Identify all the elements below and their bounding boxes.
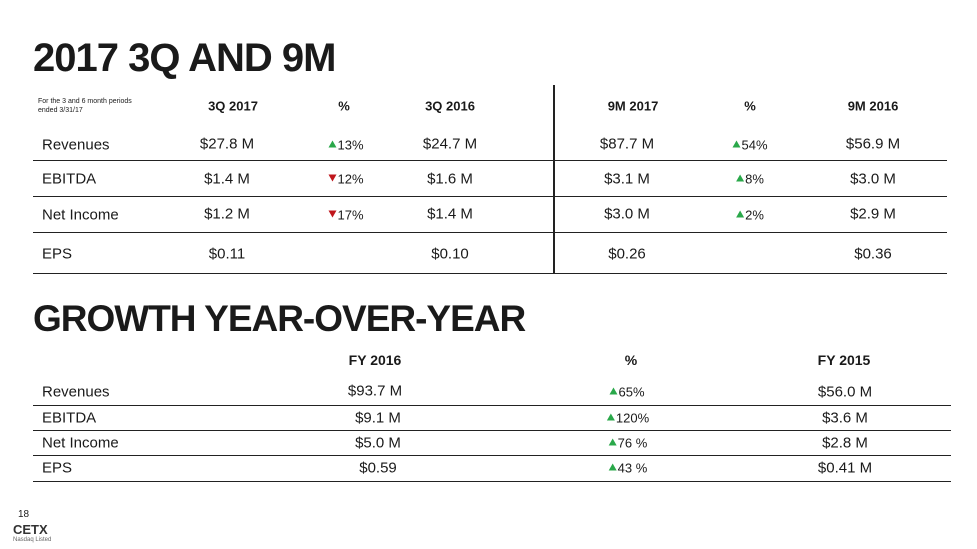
divider xyxy=(553,85,555,274)
pct: 43 % xyxy=(617,460,648,476)
pct-cell: 43 % xyxy=(608,460,648,476)
rule xyxy=(33,455,951,456)
pct: 65% xyxy=(618,384,645,400)
cell: $3.6 M xyxy=(822,409,868,427)
row-label: EBITDA xyxy=(42,409,97,427)
rule xyxy=(33,405,951,406)
pct: 12% xyxy=(337,171,364,187)
cell: $0.10 xyxy=(431,245,469,263)
pct: 13% xyxy=(337,137,364,153)
cell: $0.41 M xyxy=(817,459,873,477)
row-label: Net Income xyxy=(42,206,119,224)
cell: $0.59 xyxy=(359,459,397,477)
rule xyxy=(33,430,951,431)
header: % xyxy=(338,98,350,114)
pct: 76 % xyxy=(617,435,648,451)
rule xyxy=(33,232,947,233)
header: FY 2015 xyxy=(817,352,871,368)
cell: $1.6 M xyxy=(427,170,473,188)
cell: $3.0 M xyxy=(604,205,650,223)
pct-cell: 54% xyxy=(732,137,768,153)
row-label: EPS xyxy=(42,459,73,477)
cell: $87.7 M xyxy=(599,135,655,153)
pct: 54% xyxy=(741,137,768,153)
pct-cell: 17% xyxy=(328,207,364,223)
cell: $2.9 M xyxy=(850,205,896,223)
pct: 8% xyxy=(745,171,764,187)
rule xyxy=(33,481,951,482)
cell: $24.7 M xyxy=(422,135,478,153)
title: GROWTH YEAR-OVER-YEAR xyxy=(33,298,526,339)
cell: $2.8 M xyxy=(822,434,868,452)
pct: 17% xyxy=(337,207,364,223)
pct-cell: 13% xyxy=(328,137,364,153)
rule xyxy=(33,160,947,161)
header: 9M 2016 xyxy=(847,98,899,114)
cell: $3.0 M xyxy=(850,170,896,188)
cell: $27.8 M xyxy=(199,135,255,153)
page-number: 18 xyxy=(18,509,30,520)
pct-cell: 76 % xyxy=(608,435,648,451)
title: 2017 3Q AND 9M xyxy=(33,36,336,80)
cell: $56.9 M xyxy=(845,135,901,153)
note: For the 3 and 6 month periods ended 3/31… xyxy=(38,98,132,114)
pct-cell: 8% xyxy=(736,172,764,187)
cell: $56.0 M xyxy=(817,383,873,401)
row-label: Net Income xyxy=(42,434,119,452)
header: FY 2016 xyxy=(348,352,402,368)
pct-cell: 2% xyxy=(736,208,764,223)
row-label: Revenues xyxy=(42,383,110,401)
row-label: EPS xyxy=(42,245,73,263)
pct: 2% xyxy=(745,207,764,223)
header: % xyxy=(744,98,756,114)
header: 3Q 2017 xyxy=(208,98,258,114)
pct-cell: 12% xyxy=(328,171,364,187)
pct-cell: 120% xyxy=(606,410,650,426)
rule xyxy=(33,273,947,274)
cell: $0.36 xyxy=(854,245,892,263)
cell: $9.1 M xyxy=(355,409,401,427)
cell: $5.0 M xyxy=(355,434,401,452)
cell: $93.7 M xyxy=(347,382,403,400)
cell: $1.4 M xyxy=(427,205,473,223)
pct-cell: 65% xyxy=(609,384,645,400)
tagline: Nasdaq Listed xyxy=(13,537,52,543)
cell: $0.26 xyxy=(608,245,646,263)
row-label: Revenues xyxy=(42,136,110,154)
cell: $3.1 M xyxy=(604,170,650,188)
cell: $0.11 xyxy=(208,245,246,263)
header: 3Q 2016 xyxy=(425,98,475,114)
header: 9M 2017 xyxy=(607,98,659,114)
header: % xyxy=(624,352,638,368)
row-label: EBITDA xyxy=(42,170,97,188)
logo: CETX xyxy=(13,522,48,537)
pct: 120% xyxy=(615,410,650,426)
rule xyxy=(33,196,947,197)
cell: $1.2 M xyxy=(204,205,250,223)
cell: $1.4 M xyxy=(204,170,250,188)
